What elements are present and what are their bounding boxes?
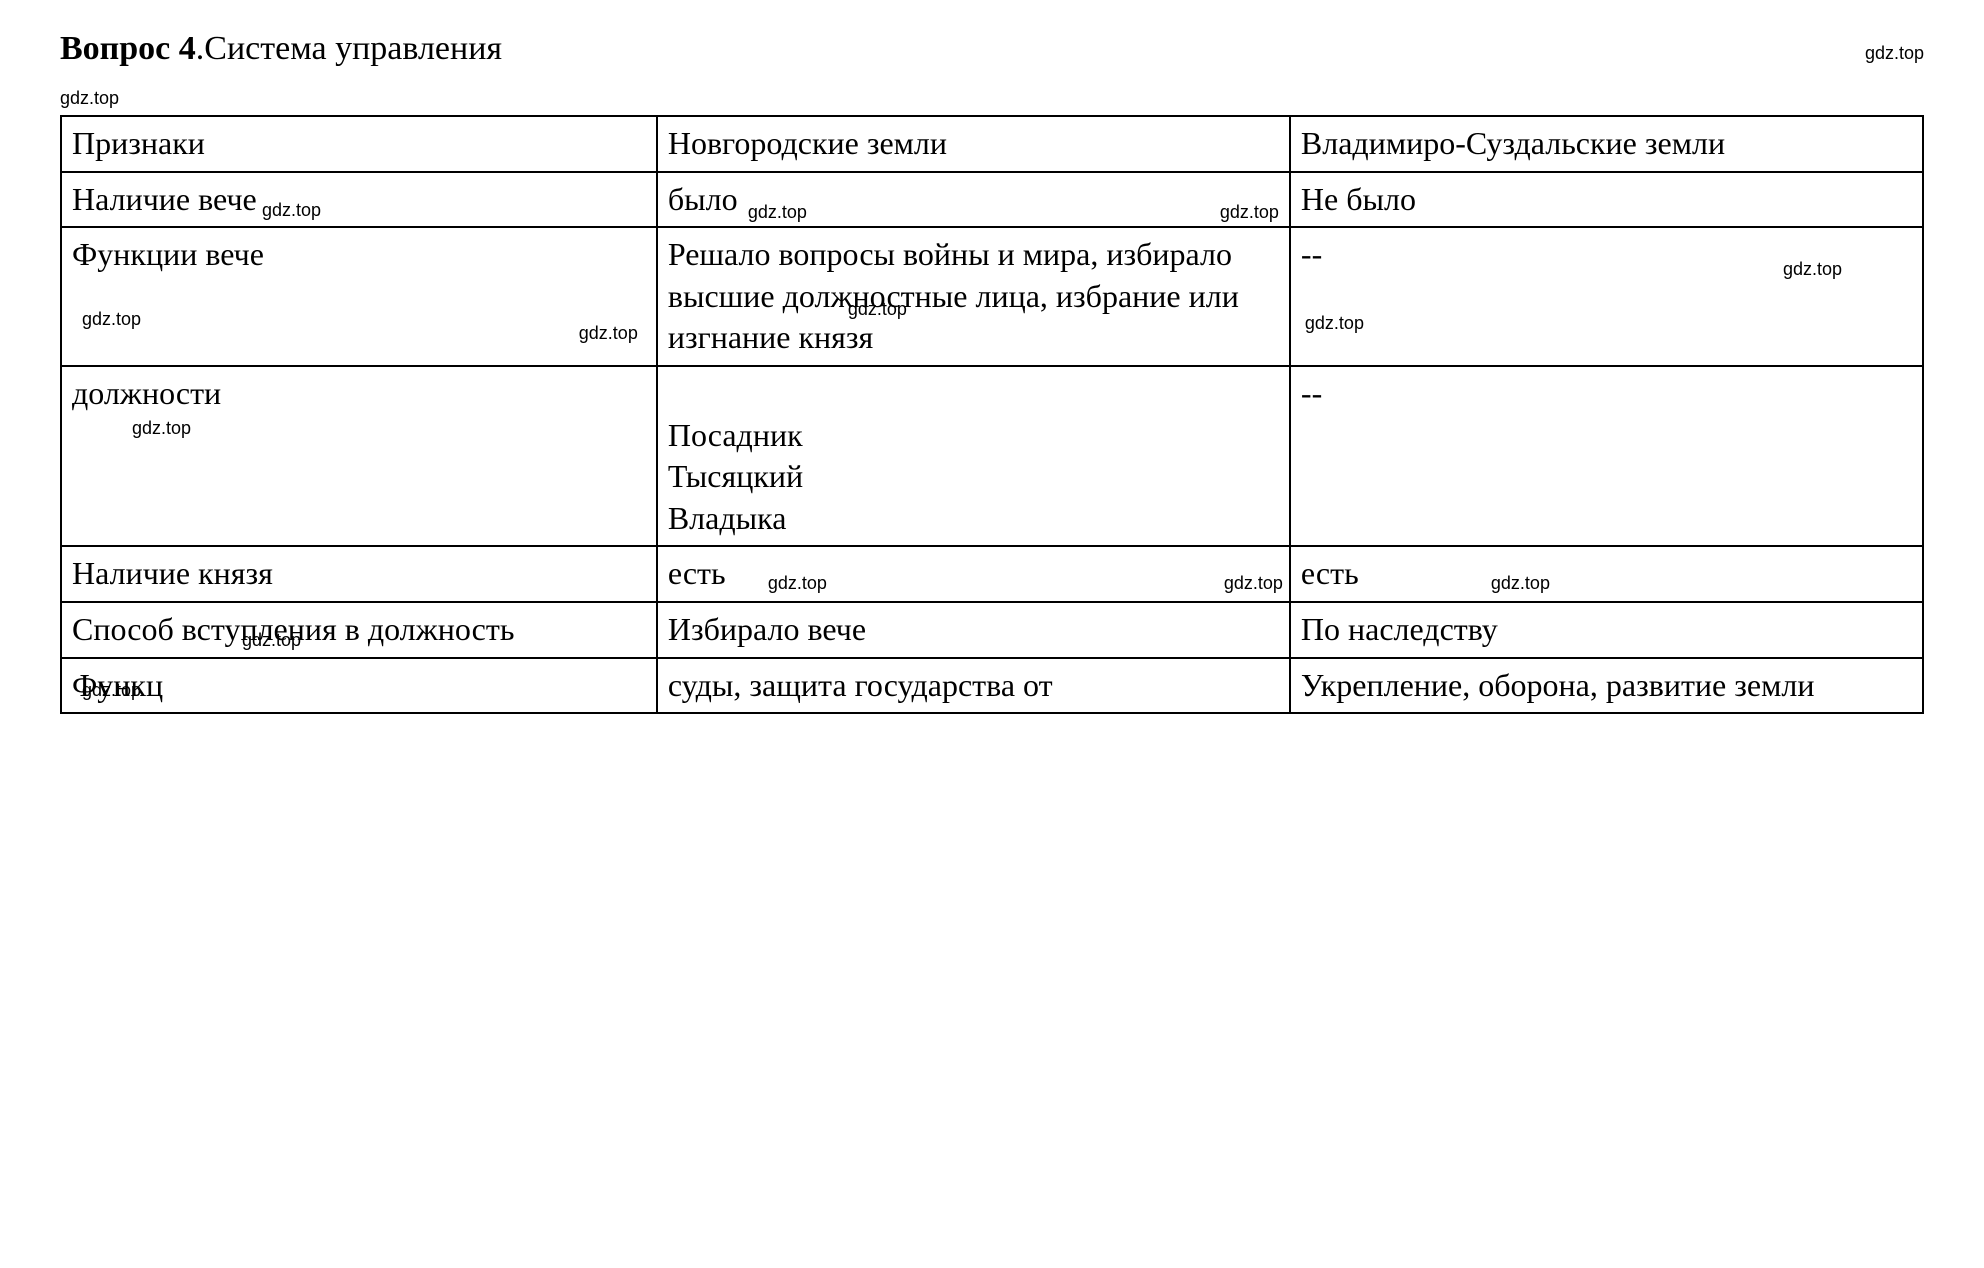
watermark-cell: gdz.top [242,629,301,652]
cell-text: Не было [1301,181,1416,217]
cell: Не было [1290,172,1923,228]
col-header-1: Признаки [61,116,657,172]
watermark-cell: gdz.top [1220,201,1279,224]
cell: Наличие вече gdz.top [61,172,657,228]
cell: есть gdz.top gdz.top [657,546,1290,602]
watermark-cell: gdz.top [82,308,141,331]
cell-text: было [668,181,738,217]
cell: было gdz.top gdz.top [657,172,1290,228]
cell: -- [1290,366,1923,546]
watermark-cell: gdz.top [1783,258,1842,281]
title-bold: Вопрос 4 [60,30,196,67]
cell-text: Наличие князя [72,555,273,591]
cell-text: Укрепление, оборона, развитие земли [1301,667,1815,703]
watermark-top-right: gdz.top [1865,43,1924,64]
table-header-row: Признаки Новгородские земли Владимиро-Су… [61,116,1923,172]
comparison-table: Признаки Новгородские земли Владимиро-Су… [60,115,1924,714]
watermark-cell: gdz.top [768,572,827,595]
header-row: Вопрос 4.Система управления gdz.top [60,30,1924,68]
watermark-cell: gdz.top [1491,572,1550,595]
table-row: Функц gdz.top суды, защита государства о… [61,658,1923,714]
watermark-cell: gdz.top [132,417,191,440]
cell: Решало вопросы войны и мира, избирало вы… [657,227,1290,366]
cell: Избирало вече [657,602,1290,658]
watermark-cell: gdz.top [82,679,141,702]
cell-text: Функции вече [72,236,264,272]
cell: По наследству [1290,602,1923,658]
cell-text: Наличие вече [72,181,257,217]
cell-text: должности [72,375,221,411]
watermark-cell: gdz.top [1305,312,1364,335]
cell-text: Решало вопросы войны и мира, избирало вы… [668,236,1239,355]
col-header-2: Новгородские земли [657,116,1290,172]
watermark-cell: gdz.top [748,201,807,224]
cell-text: По наследству [1301,611,1498,647]
table-row: Способ вступления в должность gdz.top Из… [61,602,1923,658]
cell-text: -- [1301,236,1322,272]
watermark-cell: gdz.top [579,322,638,345]
table-row: должности gdz.top Посадник Тысяцкий Влад… [61,366,1923,546]
cell-text: суды, защита государства от [668,667,1053,703]
cell-text: Избирало вече [668,611,866,647]
cell: Способ вступления в должность gdz.top [61,602,657,658]
col-header-3: Владимиро-Суздальские земли [1290,116,1923,172]
cell: Функции вече gdz.top gdz.top [61,227,657,366]
cell: Укрепление, оборона, развитие земли [1290,658,1923,714]
cell: должности gdz.top [61,366,657,546]
cell-text: есть [668,555,726,591]
cell: Наличие князя [61,546,657,602]
page-title: Вопрос 4.Система управления [60,30,502,68]
cell-text: Посадник Тысяцкий Владыка [668,417,803,536]
cell: есть gdz.top [1290,546,1923,602]
watermark-below-title: gdz.top [60,88,1924,109]
title-normal: .Система управления [196,30,502,67]
table-row: Наличие князя есть gdz.top gdz.top есть … [61,546,1923,602]
watermark-cell: gdz.top [848,298,907,321]
watermark-cell: gdz.top [1224,572,1283,595]
cell: Посадник Тысяцкий Владыка [657,366,1290,546]
cell-text: есть [1301,555,1359,591]
cell-text: -- [1301,375,1322,411]
table-row: Наличие вече gdz.top было gdz.top gdz.to… [61,172,1923,228]
cell: суды, защита государства от [657,658,1290,714]
cell: Функц gdz.top [61,658,657,714]
table-row: Функции вече gdz.top gdz.top Решало вопр… [61,227,1923,366]
cell: -- gdz.top gdz.top [1290,227,1923,366]
watermark-cell: gdz.top [262,199,321,222]
